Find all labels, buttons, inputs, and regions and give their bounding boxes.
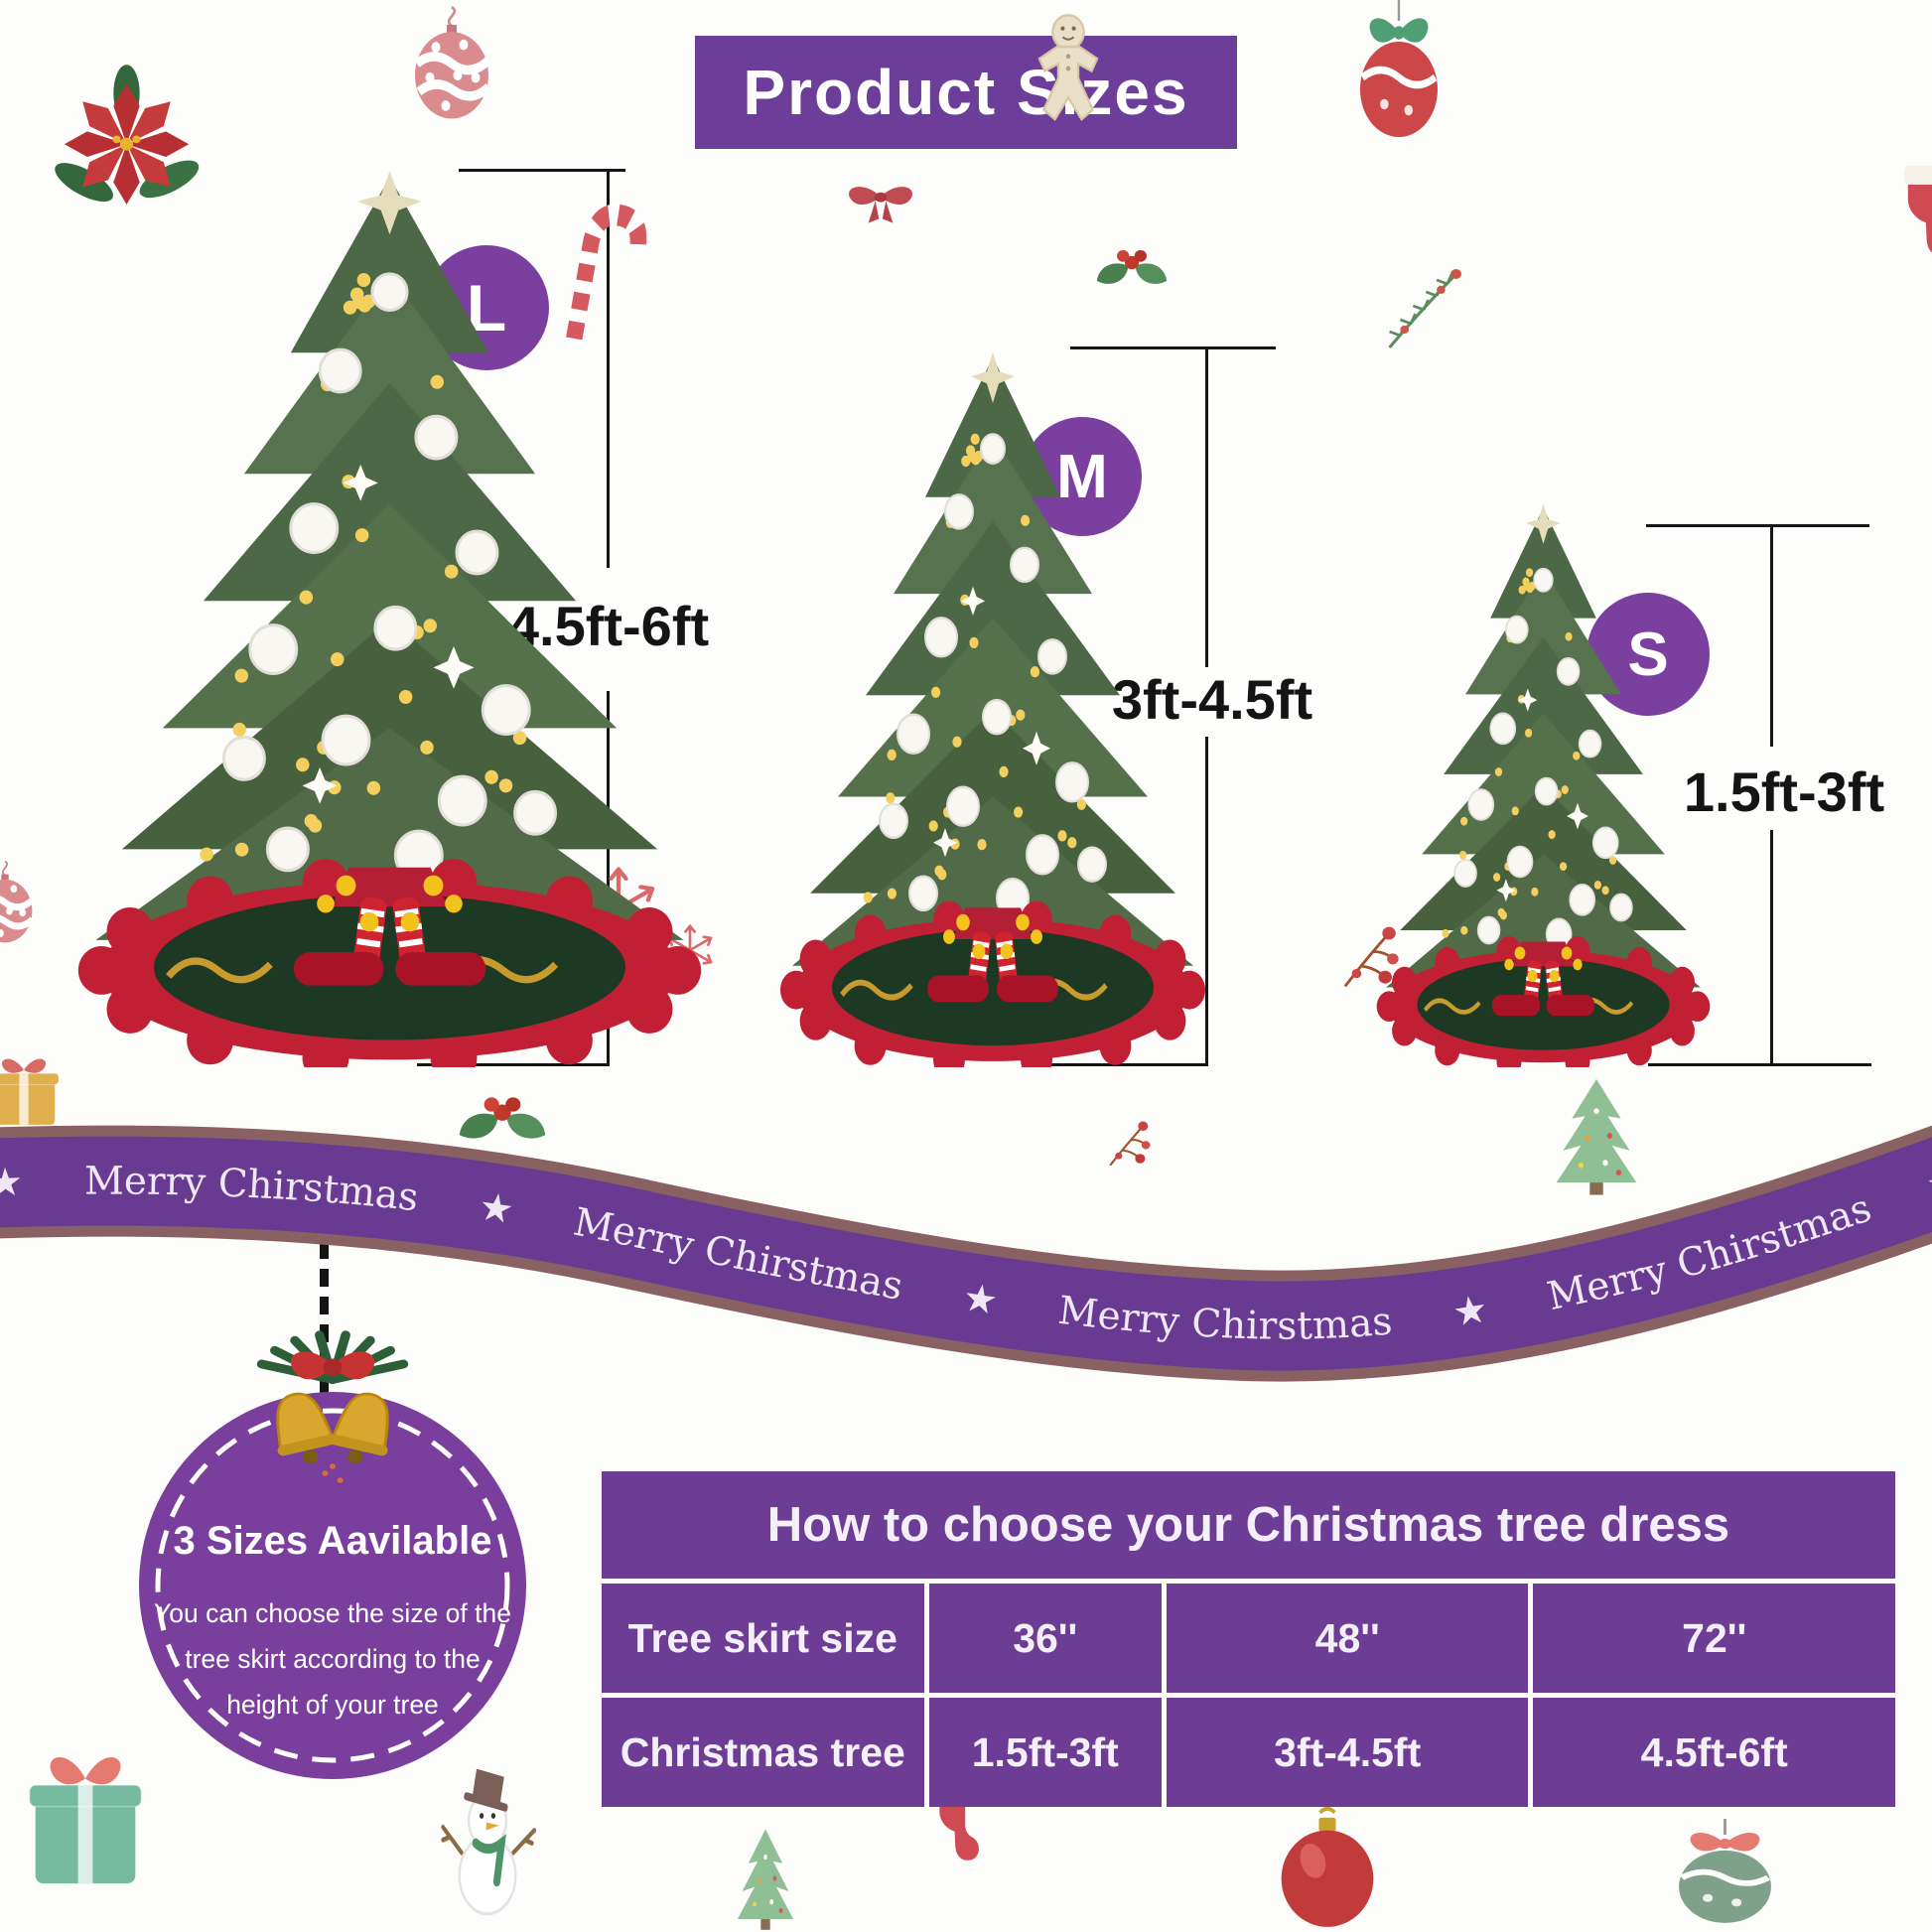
badge-body: You can choose the size of the tree skir…: [139, 1590, 526, 1727]
measure-line: [607, 691, 610, 1065]
table-cell: 72'': [1533, 1584, 1895, 1693]
badge-circle: [139, 1392, 526, 1779]
ornament-bow-icon: [1653, 1819, 1797, 1932]
ornament-icon: [1267, 1805, 1388, 1932]
berries-icon: [1090, 1110, 1162, 1177]
snowman-icon: [429, 1768, 546, 1930]
tree-icon: [727, 1825, 804, 1932]
holly-icon: [1088, 234, 1175, 318]
stocking-icon: [1879, 157, 1932, 268]
table-row-label: Tree skirt size: [602, 1584, 924, 1693]
measure-line: [1646, 524, 1869, 527]
table-title: How to choose your Christmas tree dress: [602, 1471, 1895, 1579]
height-label-s: 1.5ft-3ft: [1683, 760, 1885, 823]
badge-line-2: tree skirt according to the: [185, 1644, 481, 1674]
title-banner: Product Sizes: [695, 36, 1237, 149]
gift-icon: [12, 1729, 159, 1893]
size-letter-m: M: [1056, 442, 1108, 511]
holly-icon: [449, 1078, 556, 1179]
measure-line: [459, 169, 625, 172]
ornament-bow-icon: [1338, 0, 1459, 149]
measure-line: [1205, 346, 1208, 667]
measure-line: [1070, 346, 1276, 349]
bow-icon: [837, 169, 924, 238]
measure-line: [1648, 1063, 1871, 1066]
table-row-label: Christmas tree: [602, 1698, 924, 1807]
tree-medium: [774, 343, 1211, 1079]
tree-small: [1372, 496, 1715, 1077]
measure-line: [1205, 737, 1208, 1065]
dashed-connector-line: [320, 1213, 329, 1398]
table-cell: 3ft-4.5ft: [1166, 1698, 1529, 1807]
badge-dashed-ring: [155, 1408, 510, 1763]
table-cell: 48'': [1166, 1584, 1529, 1693]
bells-decoration-icon: [238, 1320, 427, 1494]
badge-heading: 3 Sizes Aavilable: [173, 1519, 492, 1563]
size-table: How to choose your Christmas tree dress …: [602, 1471, 1895, 1807]
measure-line: [1770, 830, 1773, 1065]
gift-icon: [0, 1044, 69, 1130]
merry-christmas-ribbon: ★ Merry Chirstmas ★ Merry Chirstmas ★ Me…: [0, 1072, 1932, 1382]
measure-line: [1770, 524, 1773, 747]
table-cell: 36'': [928, 1584, 1162, 1693]
tree-icon: [1541, 1074, 1652, 1197]
sprig-icon: [1368, 260, 1475, 359]
tree-large: [69, 159, 710, 1082]
badge-line-1: You can choose the size of the: [154, 1598, 511, 1628]
ribbon-band: [0, 1136, 1932, 1371]
berries-icon: [1318, 911, 1414, 1003]
measure-line: [417, 1063, 610, 1066]
ornament-ball-icon: [0, 860, 42, 945]
sizes-badge: 3 Sizes Aavilable You can choose the siz…: [139, 1392, 526, 1779]
page-title: Product Sizes: [743, 57, 1189, 128]
table-cell: 1.5ft-3ft: [928, 1698, 1162, 1807]
height-label-l: 4.5ft-6ft: [507, 595, 710, 657]
candy-cane-icon: [535, 190, 677, 361]
table-cell: 4.5ft-6ft: [1533, 1698, 1895, 1807]
badge-line-3: height of your tree: [226, 1690, 439, 1720]
measure-line: [607, 169, 610, 568]
size-circle-s: S: [1587, 593, 1710, 716]
gingerbread-icon: [1013, 8, 1124, 129]
height-label-m: 3ft-4.5ft: [1111, 668, 1313, 731]
poinsettia-icon: [45, 62, 208, 220]
size-letter-s: S: [1627, 620, 1669, 689]
ornament-ball-icon: [402, 5, 501, 122]
